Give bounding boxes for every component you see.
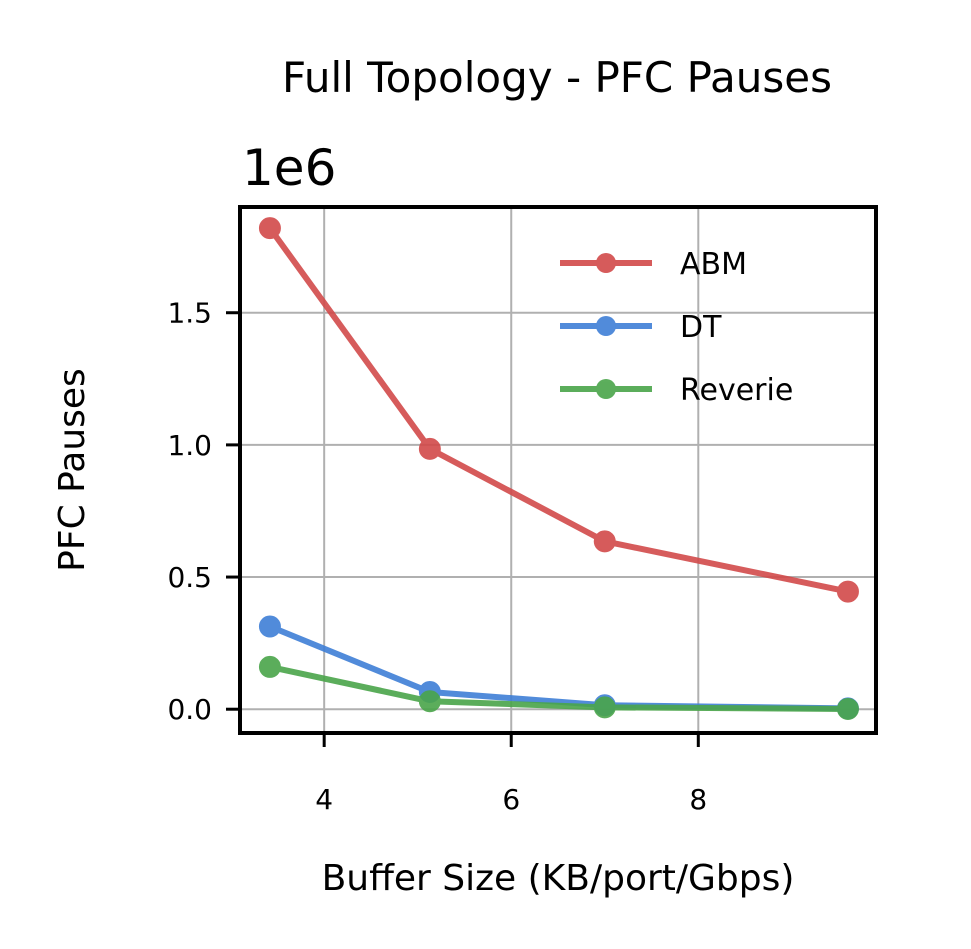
legend-swatch-marker	[596, 253, 616, 273]
legend-item-reverie	[560, 379, 652, 399]
legend-swatch-marker	[596, 379, 616, 399]
series-abm	[258, 217, 859, 603]
data-point-abm	[593, 530, 616, 553]
legend: ABM DT Reverie	[560, 247, 793, 408]
x-tick-label: 4	[315, 783, 333, 816]
series-layer	[258, 217, 859, 720]
legend-label: DT	[680, 310, 722, 345]
y-offset-label: 1e6	[242, 139, 336, 197]
chart-title: Full Topology - PFC Pauses	[282, 53, 832, 102]
axis-ticks: 4 6 8 0.0 0.5 1.0 1.5	[167, 297, 707, 816]
y-axis-label: PFC Pauses	[52, 368, 93, 572]
series-reverie	[258, 655, 859, 720]
data-point-abm	[418, 437, 441, 460]
y-tick-label: 0.0	[167, 693, 212, 726]
legend-label: Reverie	[680, 373, 793, 408]
grid	[240, 207, 876, 733]
data-point-abm	[836, 580, 859, 603]
data-point-reverie	[593, 696, 616, 719]
legend-label: ABM	[680, 247, 747, 282]
series-line-reverie	[269, 663, 848, 712]
x-tick-label: 6	[502, 783, 520, 816]
y-tick-label: 1.0	[167, 429, 212, 462]
x-axis-label: Buffer Size (KB/port/Gbps)	[322, 858, 795, 899]
data-point-dt	[258, 615, 281, 638]
data-point-reverie	[258, 655, 281, 678]
plot-frame	[238, 205, 878, 735]
y-tick-label: 0.5	[167, 561, 212, 594]
series-line-dt	[268, 623, 848, 712]
data-point-reverie	[418, 690, 441, 713]
data-point-abm	[258, 217, 281, 240]
y-tick-label: 1.5	[167, 297, 212, 330]
legend-item-dt	[560, 316, 652, 336]
x-tick-label: 8	[689, 783, 707, 816]
data-point-reverie	[836, 697, 859, 720]
legend-swatch-marker	[596, 316, 616, 336]
series-line-abm	[267, 226, 849, 595]
legend-item-abm	[560, 253, 652, 273]
